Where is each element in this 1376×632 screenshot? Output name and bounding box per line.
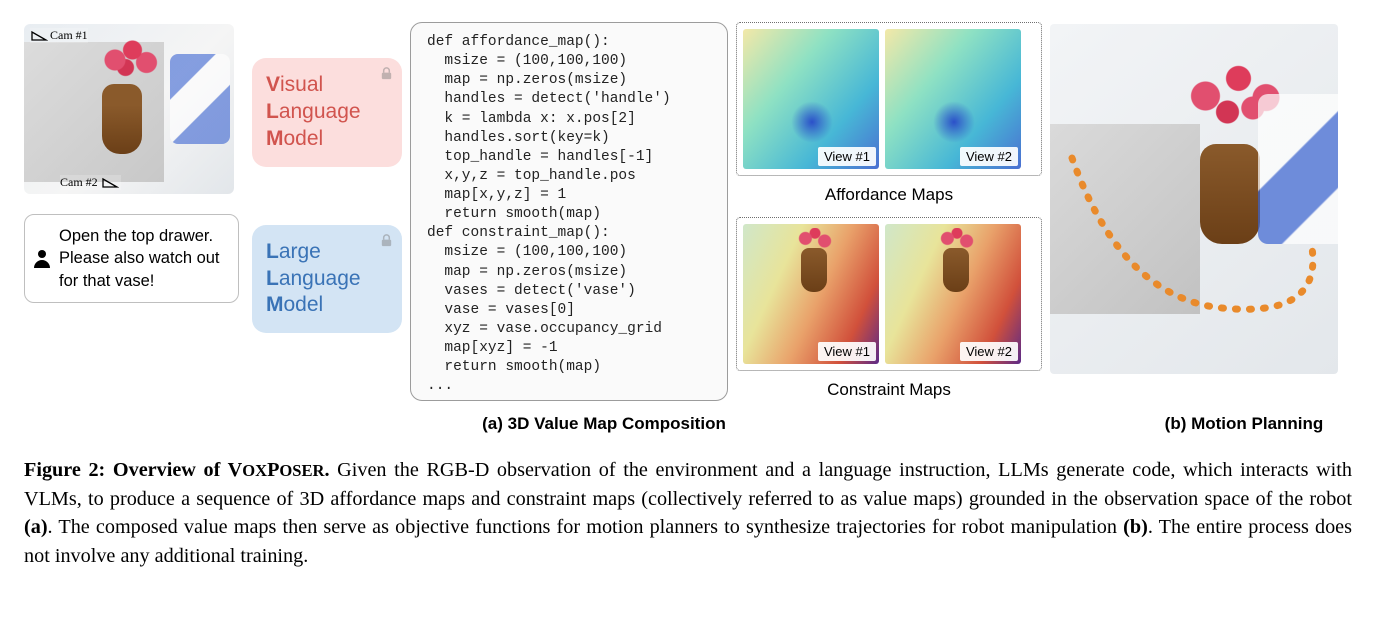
vlm-l2-rest: anguage	[279, 100, 361, 123]
view-tag: View #2	[960, 342, 1018, 361]
left-column: Cam #1 Cam #2 Open the top drawer. Pleas…	[24, 16, 244, 303]
trajectory-path	[1062, 148, 1322, 328]
code-line: return smooth(map)	[427, 359, 601, 375]
constraint-caption: Constraint Maps	[736, 380, 1042, 400]
code-line: handles.sort(key=k)	[427, 130, 610, 146]
code-column: def affordance_map(): msize = (100,100,1…	[410, 16, 728, 401]
code-line: map = np.zeros(msize)	[427, 264, 627, 280]
caption-rest2: . The composed value maps then serve as …	[48, 516, 1124, 538]
vlm-l2-initial: L	[266, 100, 279, 123]
code-line: k = lambda x: x.pos[2]	[427, 111, 636, 127]
constraint-group: View #1 View #2	[736, 217, 1042, 371]
caption-name-oser: OSER	[279, 461, 324, 480]
code-card: def affordance_map(): msize = (100,100,1…	[410, 22, 728, 401]
figure-diagram: Cam #1 Cam #2 Open the top drawer. Pleas…	[24, 16, 1352, 436]
lock-icon	[379, 233, 394, 248]
lock-icon	[379, 66, 394, 81]
llm-l3-rest: odel	[284, 293, 324, 316]
input-scene: Cam #1 Cam #2	[24, 24, 234, 194]
flowers-shape	[791, 228, 839, 254]
caption-name-ox: OX	[242, 461, 267, 480]
constraint-map-1: View #1	[743, 224, 879, 364]
motion-column	[1050, 16, 1346, 374]
code-line: x,y,z = top_handle.pos	[427, 168, 636, 184]
view-tag: View #1	[818, 147, 876, 166]
cam1-label: Cam #1	[30, 28, 88, 43]
llm-l3-initial: M	[266, 293, 284, 316]
code-line: map[x,y,z] = 1	[427, 187, 566, 203]
caption-name-v: V	[228, 459, 243, 481]
vase-shape	[943, 248, 969, 292]
maps-column: View #1 View #2 Affordance Maps View #1 …	[736, 16, 1042, 400]
llm-l2-initial: L	[266, 267, 279, 290]
code-line: handles = detect('handle')	[427, 91, 671, 107]
vlm-l3-initial: M	[266, 127, 284, 150]
robot-arm-shape	[170, 54, 230, 144]
caption-name-p: P	[267, 459, 279, 481]
code-line: vase = vases[0]	[427, 302, 575, 318]
llm-l1-rest: arge	[279, 240, 321, 263]
caption-lead: Figure 2: Overview of	[24, 459, 228, 481]
code-line: msize = (100,100,100)	[427, 244, 627, 260]
code-line: vases = detect('vase')	[427, 283, 636, 299]
speaker-icon	[31, 247, 53, 269]
affordance-caption: Affordance Maps	[736, 185, 1042, 205]
vase-shape	[102, 84, 142, 154]
vlm-l1-initial: V	[266, 73, 280, 96]
code-line: map = np.zeros(msize)	[427, 72, 627, 88]
figure-caption: Figure 2: Overview of VOXPOSER. Given th…	[24, 456, 1352, 571]
vlm-card: Visual Language Model	[252, 58, 402, 167]
code-line: msize = (100,100,100)	[427, 53, 627, 69]
llm-l2-rest: anguage	[279, 267, 361, 290]
models-column: Visual Language Model Large Language Mod…	[252, 16, 402, 333]
code-line: return smooth(map)	[427, 206, 601, 222]
caption-bold-a: (a)	[24, 516, 48, 538]
affordance-map-1: View #1	[743, 29, 879, 169]
code-line: def constraint_map():	[427, 225, 610, 241]
cam2-text: Cam #2	[60, 175, 98, 189]
llm-l1-initial: L	[266, 240, 279, 263]
vlm-l3-rest: odel	[284, 127, 324, 150]
code-line: xyz = vase.occupancy_grid	[427, 321, 662, 337]
view-tag: View #2	[960, 147, 1018, 166]
vlm-l1-rest: isual	[280, 73, 323, 96]
flowers-shape	[933, 228, 981, 254]
code-line: def affordance_map():	[427, 34, 610, 50]
code-line: ...	[427, 378, 453, 394]
cam2-label: Cam #2	[60, 175, 121, 190]
panel-b-label: (b) Motion Planning	[1114, 414, 1374, 434]
panel-a-label: (a) 3D Value Map Composition	[454, 414, 754, 434]
instruction-bubble: Open the top drawer. Please also watch o…	[24, 214, 239, 303]
llm-card: Large Language Model	[252, 225, 402, 334]
instruction-text: Open the top drawer. Please also watch o…	[59, 227, 220, 290]
code-line: top_handle = handles[-1]	[427, 149, 653, 165]
vase-shape	[801, 248, 827, 292]
motion-scene	[1050, 24, 1338, 374]
cam1-text: Cam #1	[50, 28, 88, 42]
view-tag: View #1	[818, 342, 876, 361]
constraint-map-2: View #2	[885, 224, 1021, 364]
flowers-shape	[94, 40, 164, 90]
affordance-map-2: View #2	[885, 29, 1021, 169]
code-line: map[xyz] = -1	[427, 340, 558, 356]
caption-bold-b: (b)	[1123, 516, 1148, 538]
affordance-group: View #1 View #2	[736, 22, 1042, 176]
